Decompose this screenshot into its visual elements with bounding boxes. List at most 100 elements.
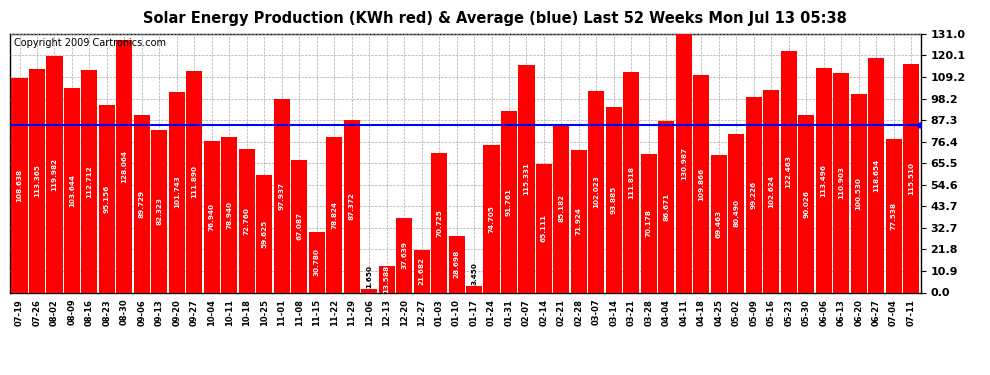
Text: 13.588: 13.588 (384, 265, 390, 293)
Bar (12, 78, 28, 292)
Text: 111.890: 111.890 (191, 165, 197, 198)
Text: 103.644: 103.644 (69, 174, 75, 207)
Bar (117, 39, 133, 292)
Bar (29, 69, 45, 292)
Text: 1.650: 1.650 (366, 265, 372, 288)
Bar (204, 141, 220, 292)
Bar (729, 134, 744, 292)
Bar (466, 286, 482, 292)
Bar (291, 160, 307, 292)
Text: 115.510: 115.510 (908, 162, 914, 195)
Text: 122.463: 122.463 (786, 155, 792, 188)
Text: Copyright 2009 Cartronics.com: Copyright 2009 Cartronics.com (15, 38, 166, 48)
Text: 3.450: 3.450 (471, 262, 477, 285)
Text: 37.639: 37.639 (401, 242, 407, 269)
Text: 78.824: 78.824 (332, 201, 338, 229)
Text: 100.530: 100.530 (855, 177, 861, 210)
Bar (886, 140, 902, 292)
Text: 85.182: 85.182 (558, 194, 564, 222)
Bar (414, 250, 430, 292)
Bar (553, 124, 569, 292)
Bar (641, 154, 657, 292)
Bar (571, 150, 587, 292)
Text: 77.538: 77.538 (891, 202, 897, 230)
Bar (309, 232, 325, 292)
Bar (781, 51, 797, 292)
Text: 113.496: 113.496 (821, 164, 827, 197)
Text: 101.743: 101.743 (174, 176, 180, 208)
Text: 72.760: 72.760 (244, 207, 249, 235)
Text: 108.638: 108.638 (17, 169, 23, 202)
Text: 69.463: 69.463 (716, 210, 722, 238)
Bar (624, 72, 640, 292)
Text: 71.924: 71.924 (576, 207, 582, 236)
Bar (868, 58, 884, 292)
Text: 130.987: 130.987 (681, 147, 687, 180)
Text: 93.885: 93.885 (611, 186, 617, 214)
Bar (745, 96, 761, 292)
Bar (239, 149, 254, 292)
Text: 74.705: 74.705 (488, 205, 495, 232)
Text: 82.323: 82.323 (156, 197, 162, 225)
Bar (536, 164, 552, 292)
Bar (221, 136, 238, 292)
Text: 128.064: 128.064 (122, 150, 128, 183)
Bar (431, 153, 447, 292)
Text: 70.178: 70.178 (645, 209, 651, 237)
Bar (501, 111, 517, 292)
Bar (134, 115, 149, 292)
Text: 86.671: 86.671 (663, 193, 669, 221)
Bar (64, 88, 80, 292)
Bar (47, 56, 62, 292)
Bar (169, 92, 185, 292)
Text: 70.725: 70.725 (436, 209, 443, 237)
Text: 59.625: 59.625 (261, 219, 267, 248)
Text: 102.624: 102.624 (768, 175, 774, 208)
Text: 115.331: 115.331 (524, 162, 530, 195)
Bar (816, 68, 832, 292)
Text: 21.682: 21.682 (419, 257, 425, 285)
Text: 80.490: 80.490 (734, 199, 740, 227)
Text: Solar Energy Production (KWh red) & Average (blue) Last 52 Weeks Mon Jul 13 05:3: Solar Energy Production (KWh red) & Aver… (144, 11, 846, 26)
Bar (763, 90, 779, 292)
Bar (81, 70, 97, 292)
Bar (344, 120, 359, 292)
Text: 112.712: 112.712 (86, 165, 92, 198)
Text: 78.940: 78.940 (227, 201, 233, 228)
Text: 109.866: 109.866 (698, 167, 704, 201)
Bar (326, 137, 343, 292)
Text: 87.372: 87.372 (348, 192, 354, 220)
Bar (99, 105, 115, 292)
Text: 89.729: 89.729 (139, 190, 145, 218)
Bar (850, 94, 866, 292)
Text: 28.698: 28.698 (453, 250, 459, 278)
Text: 97.937: 97.937 (279, 182, 285, 210)
Text: 99.226: 99.226 (750, 180, 756, 209)
Bar (448, 236, 464, 292)
Bar (186, 72, 202, 292)
Bar (903, 64, 919, 292)
Text: 95.156: 95.156 (104, 184, 110, 213)
Text: 113.365: 113.365 (34, 164, 40, 197)
Bar (606, 107, 622, 292)
Text: 111.818: 111.818 (629, 166, 635, 199)
Text: 30.780: 30.780 (314, 248, 320, 276)
Text: 110.903: 110.903 (839, 166, 844, 200)
Bar (711, 155, 727, 292)
Bar (693, 75, 710, 292)
Bar (396, 218, 412, 292)
Bar (483, 145, 500, 292)
Text: 90.026: 90.026 (803, 190, 809, 217)
Bar (151, 130, 167, 292)
Bar (273, 99, 290, 292)
Bar (361, 289, 377, 292)
Bar (798, 115, 814, 292)
Text: 76.940: 76.940 (209, 202, 215, 231)
Bar (378, 266, 395, 292)
Bar (658, 121, 674, 292)
Text: 102.023: 102.023 (593, 176, 599, 208)
Text: 119.982: 119.982 (51, 158, 57, 190)
Bar (588, 91, 605, 292)
Text: 67.087: 67.087 (296, 212, 302, 240)
Text: 91.761: 91.761 (506, 188, 512, 216)
